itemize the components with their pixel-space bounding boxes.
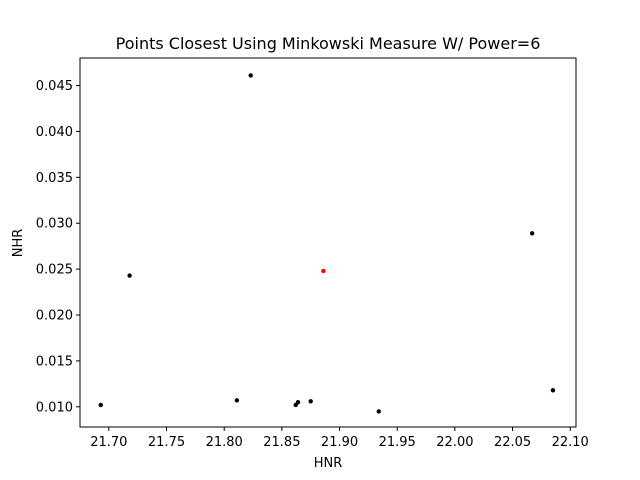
axes-frame (79, 57, 577, 428)
data-point (127, 273, 132, 278)
data-point (98, 402, 103, 408)
data-point (529, 231, 535, 236)
data-point (248, 73, 253, 78)
y-tick-label: 0.010 (36, 400, 73, 415)
y-axis: 0.010 0.015 0.020 0.025 0.030 0.035 0.040 0.045 (36, 79, 80, 415)
x-tick-label: 22.10 (552, 435, 589, 450)
chart-title: Points Closest Using Minkowski Measure W… (116, 34, 541, 53)
plot-area (79, 57, 577, 428)
y-tick-label: 0.035 (36, 171, 73, 186)
x-axis: 21.70 21.75 21.80 21.85 21.90 21.95 22.00 22.05… (90, 427, 589, 450)
y-tick-label: 0.040 (36, 125, 73, 140)
x-tick-label: 21.75 (148, 435, 185, 450)
data-point (376, 409, 381, 414)
data-point (295, 400, 301, 405)
data-point (308, 399, 313, 404)
x-axis-title: HNR (314, 456, 343, 471)
y-tick-label: 0.025 (36, 263, 73, 278)
data-point (550, 388, 556, 393)
x-tick-label: 21.90 (321, 435, 358, 450)
x-tick-label: 22.00 (436, 435, 473, 450)
query-point (321, 268, 326, 274)
x-tick-label: 22.05 (494, 435, 531, 450)
y-tick-label: 0.030 (36, 217, 73, 232)
x-tick-label: 21.80 (206, 435, 243, 450)
y-tick-label: 0.045 (36, 79, 73, 94)
data-point (234, 398, 240, 403)
y-tick-label: 0.020 (36, 309, 73, 324)
x-tick-label: 21.95 (379, 435, 416, 450)
x-tick-label: 21.85 (263, 435, 300, 450)
x-tick-label: 21.70 (90, 435, 127, 450)
y-tick-label: 0.015 (36, 354, 73, 369)
y-axis-title: NHR (11, 229, 26, 258)
data-points (98, 73, 556, 414)
